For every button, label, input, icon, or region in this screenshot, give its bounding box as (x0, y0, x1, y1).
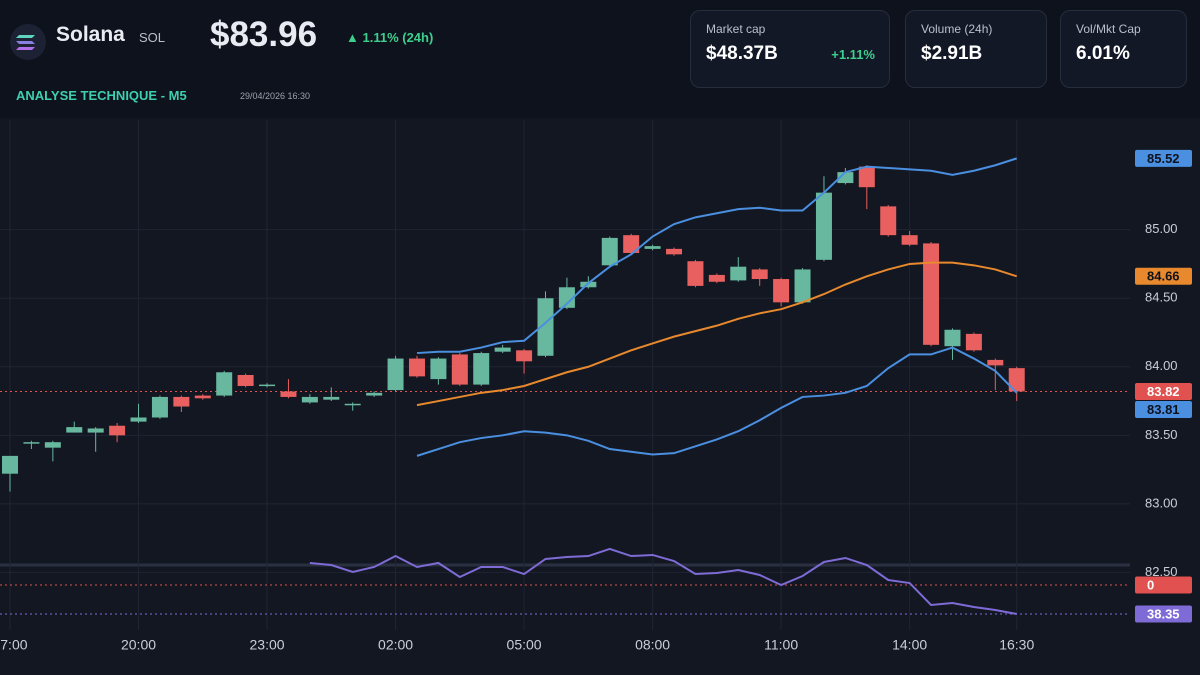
candle-body (173, 396, 190, 407)
y-tick-label: 82.50 (1145, 564, 1178, 579)
candle-body (323, 396, 340, 400)
chart-background (0, 118, 1200, 675)
candle-body (237, 375, 254, 386)
y-tick-label: 84.50 (1145, 290, 1178, 305)
candle-body (408, 358, 425, 377)
coin-name: Solana (56, 23, 125, 46)
price-tag (1135, 382, 1192, 400)
card-value: $2.91B (921, 43, 983, 64)
candle-body (644, 246, 661, 249)
candle-body (387, 358, 404, 391)
candle-body (109, 425, 126, 436)
candle-body (901, 235, 918, 245)
candle-body (130, 417, 147, 422)
candle-body (537, 298, 554, 356)
indicator-line (416, 157, 1018, 355)
x-tick-label: 23:00 (250, 637, 285, 653)
candle-body (473, 353, 490, 385)
candle-body (773, 279, 790, 303)
card-value: $48.37B (706, 43, 778, 64)
y-tick-label: 85.00 (1145, 221, 1178, 236)
candle-body (66, 427, 83, 433)
stat-card: Volume (24h) $2.91B (905, 10, 1047, 88)
candle-body (151, 396, 168, 418)
candle-body (558, 287, 575, 308)
candle-body (301, 396, 318, 403)
price-tag-label: 83.81 (1147, 402, 1180, 417)
candle-body (216, 372, 233, 396)
price-tag-label: 85.52 (1147, 151, 1180, 166)
candle-body (1008, 368, 1025, 392)
price-tag (1135, 605, 1192, 623)
indicator-line (416, 261, 1018, 407)
candle-body (23, 442, 40, 444)
x-tick-label: 16:30 (999, 637, 1034, 653)
x-tick-label: 05:00 (507, 637, 542, 653)
candle-body (730, 266, 747, 281)
candle-body (751, 269, 768, 280)
candle-body (623, 235, 640, 253)
candle-body (687, 261, 704, 286)
candle-body (366, 392, 383, 396)
stat-card: Market cap $48.37B +1.11% (690, 10, 890, 88)
price-tag-label: 0 (1147, 577, 1154, 592)
x-tick-label: 11:00 (764, 637, 798, 653)
price: $83.96 (210, 15, 318, 54)
y-tick-label: 83.00 (1145, 495, 1178, 510)
price-tag-label: 38.35 (1147, 606, 1180, 621)
price-tag (1135, 400, 1192, 418)
candle-body (794, 269, 811, 303)
x-tick-label: 02:00 (378, 637, 413, 653)
card-label: Vol/Mkt Cap (1076, 22, 1141, 36)
indicator-line (416, 346, 1018, 457)
candle-body (666, 248, 683, 255)
candle-body (880, 206, 897, 236)
card-value: 6.01% (1076, 43, 1130, 64)
candle-body (601, 237, 618, 266)
x-tick-label: 20:00 (121, 637, 156, 653)
y-tick-label: 83.50 (1145, 427, 1178, 442)
price-tag (1135, 267, 1192, 285)
candle-body (837, 172, 854, 184)
card-change: +1.11% (831, 47, 875, 62)
candle-body (2, 455, 18, 474)
candle-body (858, 166, 875, 188)
candle-body (944, 329, 961, 347)
candle-body (516, 350, 533, 362)
timestamp: 29/04/2026 16:30 (240, 91, 311, 101)
candle-body (987, 359, 1004, 366)
price-tag-label: 84.66 (1147, 269, 1180, 284)
candle-body (494, 347, 511, 352)
candle-body (815, 192, 832, 260)
price-tag (1135, 576, 1192, 594)
candle-body (280, 391, 297, 397)
card-label: Volume (24h) (921, 22, 993, 36)
stat-card: Vol/Mkt Cap 6.01% (1060, 10, 1187, 88)
candle-body (87, 428, 104, 433)
x-tick-label: 17:00 (0, 637, 28, 653)
candle-body (430, 358, 447, 380)
candle-body (344, 403, 361, 406)
price-tag (1135, 149, 1192, 167)
section-title: ANALYSE TECHNIQUE - M5 (16, 88, 187, 103)
logo (10, 24, 46, 60)
candle-body (923, 243, 940, 345)
candle-body (259, 384, 276, 387)
price-change: ▲ 1.11% (24h) (346, 30, 434, 45)
coin-symbol: SOL (139, 30, 166, 45)
candle-body (44, 442, 61, 448)
indicator-line (309, 547, 1017, 615)
candle-body (194, 395, 211, 399)
candle-body (451, 354, 468, 385)
card-label: Market cap (706, 22, 766, 36)
candle-body (965, 333, 982, 351)
x-tick-label: 08:00 (635, 637, 670, 653)
candle-body (708, 274, 725, 282)
x-tick-label: 14:00 (892, 637, 927, 653)
y-tick-label: 84.00 (1145, 358, 1178, 373)
price-tag-label: 83.82 (1147, 384, 1180, 399)
